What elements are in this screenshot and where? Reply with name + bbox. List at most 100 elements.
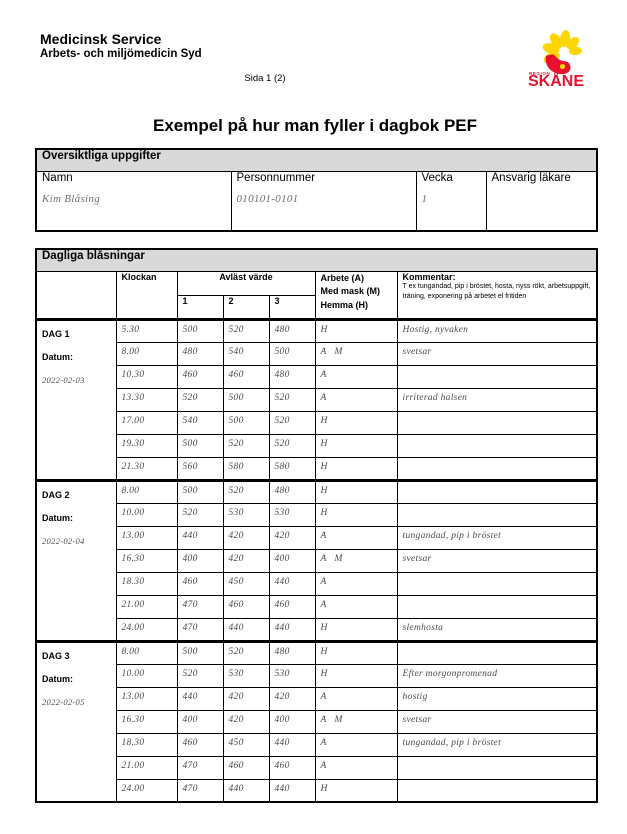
table-row: Klockan Avläst värde Arbete (A) Med mask… <box>35 270 598 320</box>
table-row: DAG 2 Datum: 2022-02-04 8.00 500 520 480 H <box>35 478 598 642</box>
value-3-cell: 480 <box>268 317 316 343</box>
page-title: Exempel på hur man fyller i dagbok PEF <box>152 116 478 135</box>
logo-skane-text: SKÅNE <box>528 73 585 90</box>
value-1-cell: 470 <box>176 617 224 642</box>
day-header-cell: DAG 3 Datum: 2022-02-05 <box>35 639 117 803</box>
value-3-cell: 530 <box>268 663 316 688</box>
code-cell: A M <box>314 548 398 573</box>
time-cell: 8.00 <box>115 478 178 504</box>
value-3-cell: 520 <box>268 433 316 458</box>
comment-cell <box>396 755 598 780</box>
value-1-cell: 460 <box>176 364 224 389</box>
table-row: 10.00 520 530 530 H Efter morgonpromenad <box>36 663 598 688</box>
value-2-cell: 450 <box>222 732 270 757</box>
hemma-line: Hemma (H) <box>320 299 369 310</box>
value-2-cell: 580 <box>222 456 270 481</box>
value-3-cell: 460 <box>268 594 316 619</box>
table-row: 24.00 470 440 440 H <box>36 778 598 803</box>
code-cell: H <box>314 663 398 688</box>
day-label: DAG 3 <box>42 650 70 661</box>
datum-label: Datum: <box>42 512 73 523</box>
value-3-cell: 480 <box>268 478 316 504</box>
time-cell: 10.30 <box>115 364 178 389</box>
kommentar-title: Kommentar: <box>402 271 456 282</box>
vecka-value: 1 <box>421 192 428 205</box>
personnummer-label: Personnummer <box>236 171 316 184</box>
table-row: DAG 3 Datum: 2022-02-05 8.00 500 520 480 H <box>35 639 598 803</box>
comment-cell: tungandad, pip i bröstet <box>396 732 598 757</box>
comment-cell <box>396 410 598 435</box>
time-cell: 13.30 <box>115 387 178 412</box>
code-cell: H <box>314 433 398 458</box>
value-2-cell: 500 <box>222 387 270 412</box>
datum-label: Datum: <box>42 351 73 362</box>
value-3-cell: 440 <box>268 571 316 596</box>
value-1-cell: 520 <box>176 502 224 527</box>
code-cell: H <box>314 456 398 481</box>
value-2-cell: 420 <box>222 709 270 734</box>
overview-table: Översiktliga uppgifter Namn Kim Blåsing … <box>35 148 599 232</box>
value-1-cell: 400 <box>176 548 224 573</box>
value-1-cell: 540 <box>176 410 224 435</box>
diary-table: Dagliga blåsningar Klockan Avläst värde … <box>35 248 599 803</box>
subcol-1-header: 1 <box>176 294 224 320</box>
value-3-cell: 420 <box>268 525 316 550</box>
comment-cell: hostig <box>396 686 598 711</box>
table-row: 18.30 460 450 440 A <box>36 571 598 596</box>
comment-cell: Hostig, nyvaken <box>396 317 598 343</box>
value-3-cell: 500 <box>268 341 316 366</box>
comment-cell <box>396 502 598 527</box>
code-cell: H <box>314 639 398 665</box>
value-1-cell: 440 <box>176 686 224 711</box>
value-2-cell: 520 <box>222 317 270 343</box>
code-cell: A <box>314 732 398 757</box>
value-2-cell: 420 <box>222 548 270 573</box>
day-header-cell: DAG 2 Datum: 2022-02-04 <box>35 478 117 642</box>
code-cell: A <box>314 525 398 550</box>
subcol-2-header: 2 <box>222 294 270 320</box>
code-cell: A <box>314 571 398 596</box>
time-cell: 8.00 <box>115 341 178 366</box>
kommentar-hint: T ex tungandad, pip i bröstet, hosta, ny… <box>402 282 591 300</box>
value-3-cell: 520 <box>268 387 316 412</box>
comment-cell: irriterad halsen <box>396 387 598 412</box>
value-2-cell: 450 <box>222 571 270 596</box>
personnummer-value: 010101-0101 <box>236 192 299 205</box>
value-1-cell: 520 <box>176 387 224 412</box>
page-number: Sida 1 (2) <box>244 73 286 84</box>
day-label: DAG 1 <box>42 328 70 339</box>
value-1-cell: 500 <box>176 317 224 343</box>
value-3-cell: 420 <box>268 686 316 711</box>
comment-cell: tungandad, pip i bröstet <box>396 525 598 550</box>
comment-cell <box>396 778 598 803</box>
value-1-cell: 460 <box>176 571 224 596</box>
time-cell: 24.00 <box>115 617 178 642</box>
kommentar-column-header: Kommentar: T ex tungandad, pip i bröstet… <box>396 270 598 320</box>
time-cell: 18.30 <box>115 732 178 757</box>
org-name: Medicinsk Service <box>40 31 162 47</box>
code-cell: H <box>314 410 398 435</box>
value-2-cell: 530 <box>222 502 270 527</box>
value-1-cell: 500 <box>176 478 224 504</box>
ansvarig-lakare-label: Ansvarig läkare <box>491 171 571 184</box>
time-cell: 21.30 <box>115 456 178 481</box>
day-column-header <box>35 270 117 320</box>
org-header: Medicinsk Service Arbets- och miljömedic… <box>40 31 202 62</box>
code-cell: H <box>314 317 398 343</box>
day-date: 2022-02-03 <box>42 374 85 385</box>
value-2-cell: 460 <box>222 364 270 389</box>
time-cell: 17.00 <box>115 410 178 435</box>
value-1-cell: 480 <box>176 341 224 366</box>
value-3-cell: 520 <box>268 410 316 435</box>
value-3-cell: 440 <box>268 732 316 757</box>
table-row: 21.00 470 460 460 A <box>36 594 598 619</box>
time-cell: 5.30 <box>115 317 178 343</box>
code-cell: H <box>314 502 398 527</box>
value-1-cell: 500 <box>176 433 224 458</box>
value-2-cell: 420 <box>222 525 270 550</box>
value-3-cell: 400 <box>268 548 316 573</box>
